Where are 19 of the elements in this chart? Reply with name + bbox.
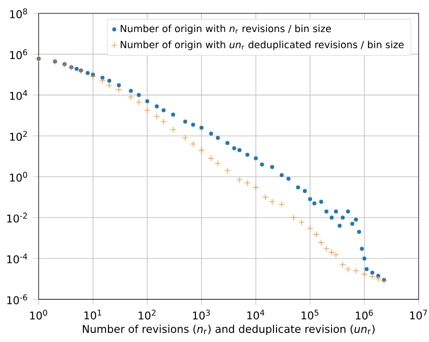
- x-tick-label: 10$^{0}$: [30, 310, 48, 320]
- y-tick-label: 10$^{2}$: [10, 130, 27, 141]
- x-tick-label: 10$^{3}$: [193, 310, 210, 320]
- legend-label: Number of origin with n$_{r}$ revisions / bin size: [120, 24, 331, 34]
- y-tick-label: 10$^{6}$: [10, 49, 28, 60]
- x-tick-label: 10$^{7}$: [410, 310, 427, 320]
- x-tick-label: 10$^{1}$: [84, 310, 102, 320]
- y-tick-label: 10$^{0}$: [10, 172, 28, 182]
- y-tick-label: 10$^{4}$: [10, 90, 28, 100]
- y-tick-label: 10$^{8}$: [10, 8, 28, 18]
- x-tick-label: 10$^{5}$: [302, 310, 318, 320]
- x-axis-title: Number of revisions (n$_{r}$) and deduplicate revision (un$_{r}$): [82, 324, 375, 336]
- x-tick-label: 10$^{2}$: [138, 310, 156, 320]
- y-tick-label: 10$^{-4}$: [7, 254, 28, 264]
- legend-label: Number of origin with un$_{r}$ deduplicated revisions / bin size: [120, 40, 404, 50]
- x-tick-label: 10$^{6}$: [356, 310, 373, 320]
- y-tick-label: 10$^{-6}$: [7, 294, 28, 304]
- x-tick-label: 10$^{4}$: [247, 310, 264, 320]
- y-tick-label: 10$^{-2}$: [7, 212, 27, 223]
